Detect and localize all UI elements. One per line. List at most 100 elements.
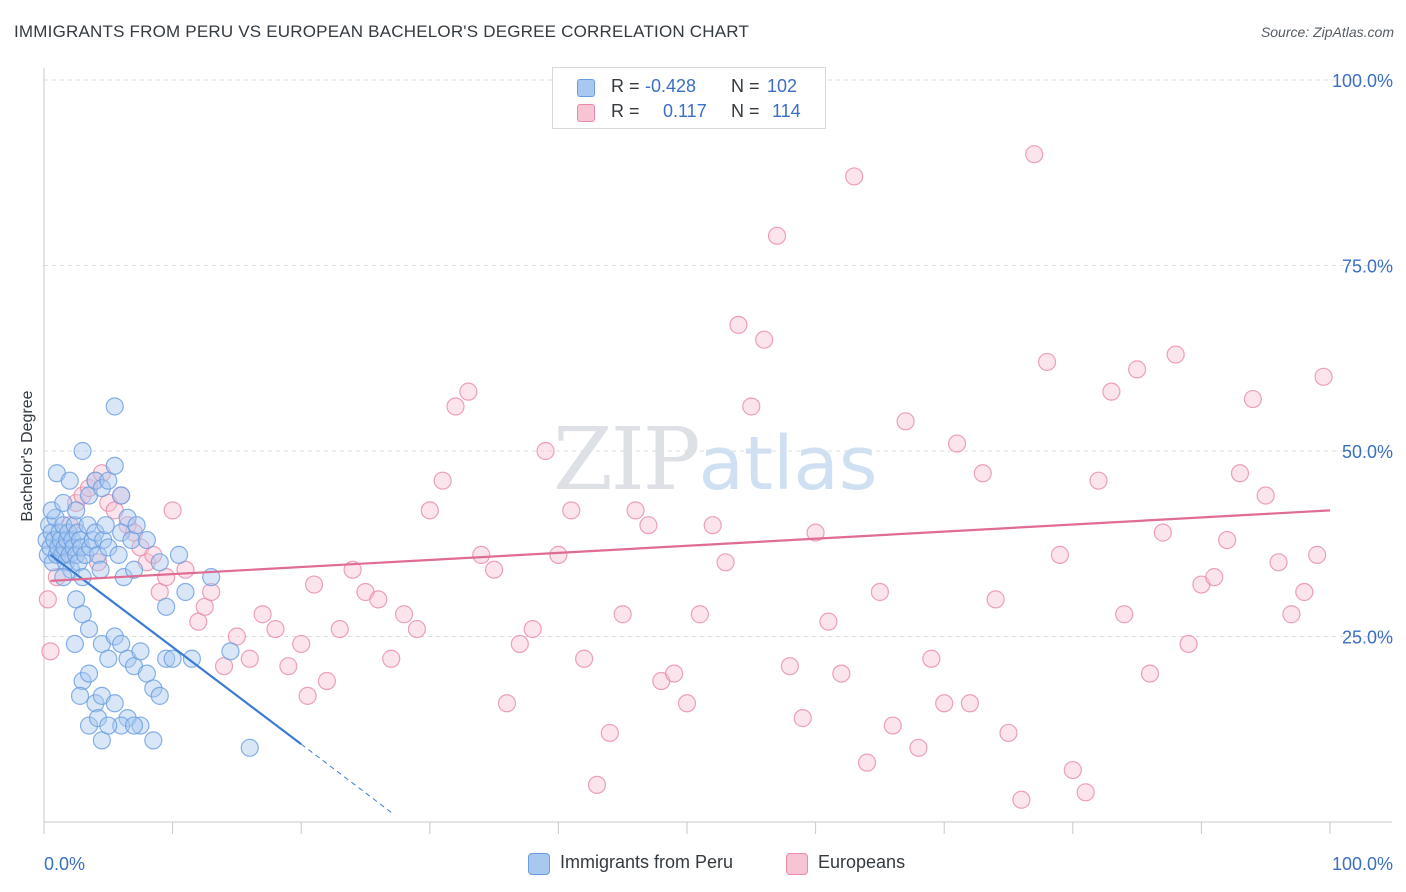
point-peru [99, 716, 118, 735]
point-europeans [947, 434, 967, 453]
point-peru [182, 649, 201, 668]
point-peru [60, 471, 79, 490]
point-europeans [420, 501, 439, 520]
legend-r-label: R = [611, 101, 640, 121]
point-peru [54, 568, 73, 587]
legend-n-label: N = [731, 101, 760, 121]
point-peru [65, 634, 84, 654]
point-europeans [780, 657, 799, 676]
legend-row-europeans: R = 0.117 N = 114 [553, 101, 825, 125]
legend-r-value: -0.428 [645, 76, 697, 96]
point-peru [67, 501, 86, 520]
legend-r-label: R = [611, 76, 640, 96]
point-peru [150, 686, 169, 705]
legend-n-label: N = [731, 76, 760, 96]
bottom-legend-swatch-peru [528, 853, 550, 875]
legend-r-value: 0.117 [663, 101, 707, 121]
point-europeans [253, 605, 272, 624]
point-europeans [202, 582, 221, 602]
point-peru [221, 642, 240, 661]
point-europeans [163, 501, 182, 520]
point-europeans [613, 605, 632, 624]
point-europeans [1282, 605, 1301, 624]
point-europeans [1115, 605, 1134, 624]
point-europeans [677, 694, 697, 713]
point-peru [92, 479, 111, 498]
point-europeans [549, 545, 568, 564]
point-europeans [922, 649, 941, 668]
legend-n-value: 114 [772, 101, 801, 121]
point-europeans [626, 501, 645, 520]
point-europeans [896, 412, 915, 431]
chart-title: IMMIGRANTS FROM PERU VS EUROPEAN BACHELO… [14, 22, 750, 41]
y-tick-label: 100.0% [1332, 71, 1393, 91]
point-europeans [960, 694, 980, 713]
point-peru [169, 545, 189, 564]
point-europeans [870, 582, 890, 602]
point-europeans [1269, 553, 1288, 572]
point-europeans [575, 649, 594, 668]
point-peru [176, 582, 195, 602]
point-europeans [41, 642, 60, 661]
point-europeans [1140, 664, 1160, 683]
point-peru [112, 486, 131, 505]
correlation-legend: R = -0.428 N = 102 R = 0.117 N = 114 [552, 67, 826, 129]
point-europeans [986, 590, 1005, 609]
point-europeans [472, 545, 491, 564]
point-europeans [845, 167, 864, 186]
point-europeans [600, 723, 619, 743]
legend-swatch-europeans [577, 104, 595, 122]
point-europeans [819, 612, 838, 631]
point-peru [99, 538, 118, 557]
point-peru [79, 619, 99, 639]
point-peru [88, 709, 108, 728]
point-europeans [1179, 634, 1198, 654]
point-peru [69, 553, 88, 572]
point-peru [112, 716, 131, 735]
point-europeans [973, 464, 992, 483]
point-peru [73, 441, 92, 461]
bottom-legend-swatch-europeans [786, 853, 808, 875]
point-europeans [510, 634, 529, 654]
point-europeans [1012, 790, 1031, 809]
watermark-atlas: atlas [698, 421, 878, 507]
point-europeans [1205, 568, 1224, 587]
point-peru [105, 456, 124, 475]
point-europeans [497, 694, 517, 713]
point-europeans [1102, 382, 1121, 401]
trendline-peru [49, 554, 302, 745]
point-europeans [767, 226, 787, 245]
bottom-legend-label-peru: Immigrants from Peru [560, 852, 734, 872]
point-europeans [298, 686, 317, 705]
point-europeans [459, 382, 478, 401]
point-peru [157, 597, 176, 616]
point-europeans [536, 441, 555, 461]
point-peru [86, 694, 105, 713]
point-europeans [394, 605, 414, 624]
point-europeans [38, 590, 57, 609]
point-europeans [1127, 360, 1147, 379]
point-europeans [1050, 545, 1070, 564]
point-peru [96, 516, 115, 535]
point-europeans [909, 738, 928, 757]
trendline-europeans [50, 509, 1331, 582]
point-peru [127, 516, 146, 535]
point-europeans [407, 619, 427, 639]
point-europeans [446, 397, 465, 416]
point-europeans [703, 516, 722, 535]
legend-row-peru: R = -0.428 N = 102 [553, 76, 825, 100]
source-label: Source: ZipAtlas.com [1260, 24, 1394, 40]
point-peru [86, 471, 105, 490]
point-europeans [266, 619, 285, 639]
y-tick-label: 50.0% [1342, 442, 1393, 462]
point-europeans [716, 553, 735, 572]
point-peru [157, 649, 176, 668]
point-peru [99, 649, 118, 668]
point-europeans [665, 664, 684, 683]
point-peru [112, 523, 131, 542]
point-europeans [729, 315, 748, 334]
point-europeans [1243, 389, 1262, 409]
point-peru [58, 530, 77, 550]
point-europeans [1025, 145, 1044, 164]
point-europeans [1295, 582, 1314, 602]
